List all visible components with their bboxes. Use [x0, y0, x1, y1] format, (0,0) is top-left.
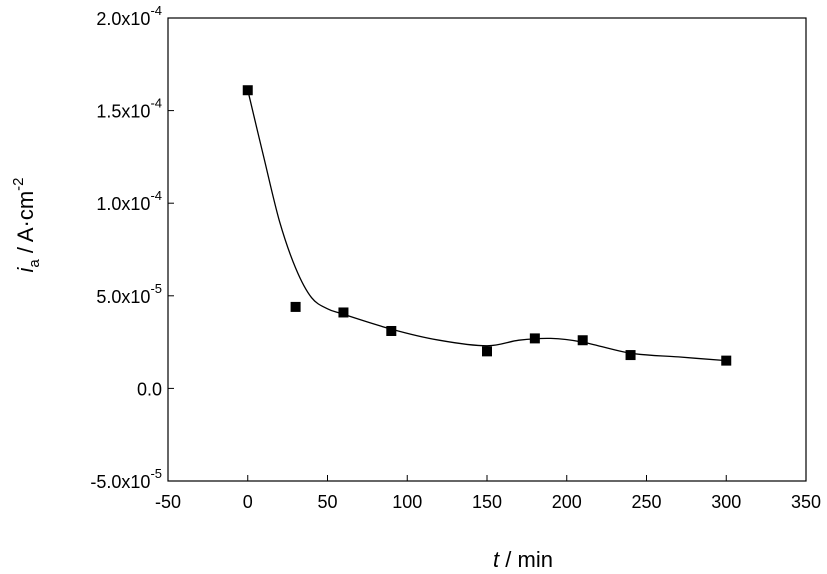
x-axis-var: t [493, 547, 500, 572]
data-point [721, 355, 732, 366]
y-tick-mantissa: 5.0x10 [96, 287, 150, 307]
x-axis-unit: / min [499, 547, 553, 572]
y-tick-mantissa: 0.0 [137, 379, 162, 399]
y-tick-mantissa: -5.0x10 [90, 472, 150, 492]
y-tick-label: -5.0x10-5 [90, 466, 162, 492]
y-tick-mantissa: 1.0x10 [96, 194, 150, 214]
x-tick-label: 100 [392, 492, 422, 512]
data-point [386, 325, 397, 336]
plot-frame [167, 17, 807, 482]
data-point [242, 85, 253, 96]
x-tick-label: 150 [472, 492, 502, 512]
x-axis-ticks: -50 0 50 100 150 200 250 300 350 [155, 475, 821, 512]
y-tick-mantissa: 2.0x10 [96, 9, 150, 29]
y-axis-unit: / A·cm [13, 191, 38, 259]
y-tick-label: 2.0x10-4 [96, 3, 162, 29]
fit-curve-layer [247, 90, 727, 362]
y-tick-exponent: -4 [150, 96, 162, 111]
data-point [290, 301, 301, 312]
y-axis-title: ia / A·cm-2 [10, 177, 43, 272]
x-tick-label: 200 [552, 492, 582, 512]
y-tick-label: 5.0x10-5 [96, 281, 162, 307]
y-tick-exponent: -5 [150, 466, 162, 481]
y-axis-subscript: a [26, 259, 43, 268]
y-axis-ticks: -5.0x10-50.05.0x10-51.0x10-41.5x10-42.0x… [90, 3, 174, 492]
x-tick-label: 300 [711, 492, 741, 512]
y-tick-exponent: -4 [150, 3, 162, 18]
x-tick-label: 350 [791, 492, 821, 512]
y-tick-exponent: -5 [150, 281, 162, 296]
x-tick-label: -50 [155, 492, 181, 512]
data-point [577, 335, 588, 346]
y-tick-label: 1.0x10-4 [96, 188, 162, 214]
x-tick-label: 250 [631, 492, 661, 512]
x-tick-label: 50 [317, 492, 337, 512]
x-tick-label: 0 [243, 492, 253, 512]
fit-curve-line [247, 90, 727, 362]
y-axis-superscript: -2 [10, 177, 27, 190]
y-tick-label: 1.5x10-4 [96, 96, 162, 122]
data-point [482, 346, 492, 357]
data-point [338, 307, 349, 318]
data-points-layer [242, 85, 732, 366]
y-tick-mantissa: 1.5x10 [96, 102, 150, 122]
y-axis-var: i [13, 267, 38, 273]
x-axis-title: t / min [493, 547, 553, 572]
y-tick-exponent: -4 [150, 188, 162, 203]
y-tick-label: 0.0 [137, 379, 162, 399]
data-point [625, 350, 636, 361]
data-point [529, 333, 540, 344]
